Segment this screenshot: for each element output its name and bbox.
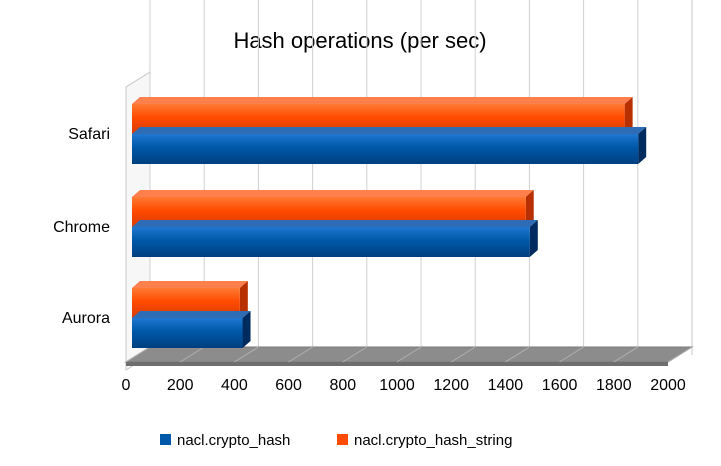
floor-grid: [505, 346, 530, 363]
bar-top: [132, 97, 633, 104]
chart-title: Hash operations (per sec): [233, 28, 486, 53]
x-tick-label: 0: [122, 377, 131, 394]
bar-end: [242, 311, 251, 348]
bar-end: [638, 127, 647, 164]
x-tick-label: 400: [221, 377, 248, 394]
x-tick-label: 800: [329, 377, 356, 394]
bar-front: [132, 134, 639, 164]
bar-chrome-hash: [132, 220, 538, 257]
bar-aurora-hash: [132, 311, 251, 348]
bar-end: [525, 190, 534, 227]
legend-label: nacl.crypto_hash: [177, 432, 290, 449]
floor-grid: [179, 346, 205, 363]
bar-top: [132, 220, 538, 227]
floor-edge: [126, 362, 668, 366]
x-tick-label: 1600: [542, 377, 578, 394]
bar-top: [132, 311, 251, 318]
bar-top: [132, 127, 647, 134]
bar-front: [132, 318, 243, 348]
category-label: Safari: [68, 126, 110, 143]
x-tick-label: 1200: [433, 377, 469, 394]
x-tick-label: 1400: [488, 377, 524, 394]
x-tick-label: 1800: [596, 377, 632, 394]
floor-grid: [234, 346, 259, 363]
floor-grid: [667, 346, 693, 363]
bar-chrome-hash-string: [132, 190, 534, 227]
legend-swatch: [160, 434, 171, 445]
legend-item-hash-string: nacl.crypto_hash_string: [337, 432, 512, 449]
floor-grid: [613, 346, 639, 363]
floor-grid: [396, 346, 422, 363]
legend: nacl.crypto_hash nacl.crypto_hash_string: [160, 432, 512, 449]
x-axis-ticks: 0 200 400 600 800 1000 1200 1400 1600 1800 2000: [122, 377, 686, 394]
floor-grid: [559, 346, 584, 363]
floor-grid: [288, 346, 313, 363]
bar-end: [624, 97, 633, 134]
bar-end: [239, 281, 248, 318]
bar-top: [132, 281, 248, 288]
bar-end: [529, 220, 538, 257]
category-label: Aurora: [62, 310, 110, 327]
floor-grid: [342, 346, 368, 363]
bar-front: [132, 227, 530, 257]
x-tick-label: 600: [275, 377, 302, 394]
floor-grid: [450, 346, 476, 363]
x-tick-label: 1000: [379, 377, 415, 394]
legend-label: nacl.crypto_hash_string: [354, 432, 512, 449]
bar-safari-hash: [132, 127, 647, 164]
chart-floor: [124, 346, 694, 366]
bars: [132, 97, 647, 348]
category-label: Chrome: [53, 219, 110, 236]
y-axis-categories: Safari Chrome Aurora: [53, 126, 110, 327]
floor-grid: [125, 346, 151, 363]
x-tick-label: 200: [167, 377, 194, 394]
x-tick-label: 2000: [650, 377, 686, 394]
legend-item-hash: nacl.crypto_hash: [160, 432, 290, 449]
legend-swatch: [337, 434, 348, 445]
bar-top: [132, 190, 534, 197]
